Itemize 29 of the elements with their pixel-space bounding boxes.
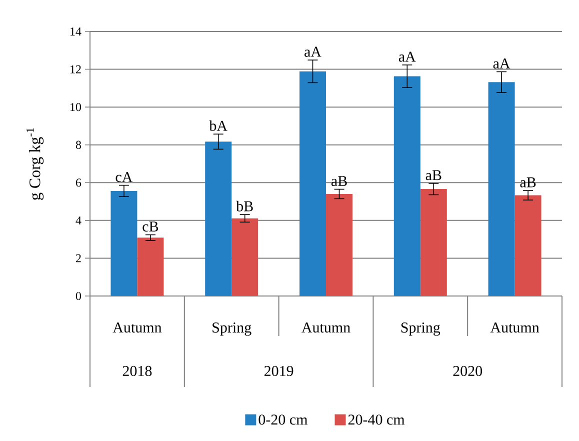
- y-tick-label: 6: [76, 178, 82, 187]
- y-tick-label: 12: [70, 65, 81, 74]
- text: 2019: [264, 366, 294, 376]
- data-label: aB: [331, 176, 347, 186]
- data-label: aA: [398, 52, 416, 62]
- y-tick-label: 0: [76, 292, 82, 300]
- x-tick-label: Autumn: [302, 322, 350, 333]
- y-tick-label: 14: [70, 28, 82, 36]
- data-label: aB: [520, 177, 536, 188]
- data-label: bA: [209, 120, 228, 131]
- data-label: bB: [236, 200, 253, 212]
- x-tick-label: Spring: [212, 322, 252, 336]
- text: 2020: [453, 366, 482, 376]
- y-tick-label: 10: [70, 103, 82, 112]
- y-tick-label: 2: [76, 254, 81, 262]
- x-tick-label: Spring: [401, 322, 440, 336]
- y-tick-label: 4: [76, 216, 82, 224]
- data-label: aA: [493, 58, 510, 69]
- y-axis-title: g Corg kg$^{-1}$: [26, 128, 44, 200]
- legend-label: 0-20 cm: [258, 414, 308, 425]
- data-label: cB: [142, 222, 158, 232]
- x-tick-label: Autumn: [490, 322, 540, 333]
- legend-label: 20-40 cm: [348, 414, 405, 425]
- data-label: cA: [116, 172, 133, 182]
- x-tick-label: Autumn: [112, 322, 162, 333]
- data-label: aB: [426, 170, 442, 180]
- y-tick-label: 8: [76, 140, 82, 149]
- data-label: aA: [304, 46, 322, 57]
- text: 2018: [122, 366, 152, 376]
